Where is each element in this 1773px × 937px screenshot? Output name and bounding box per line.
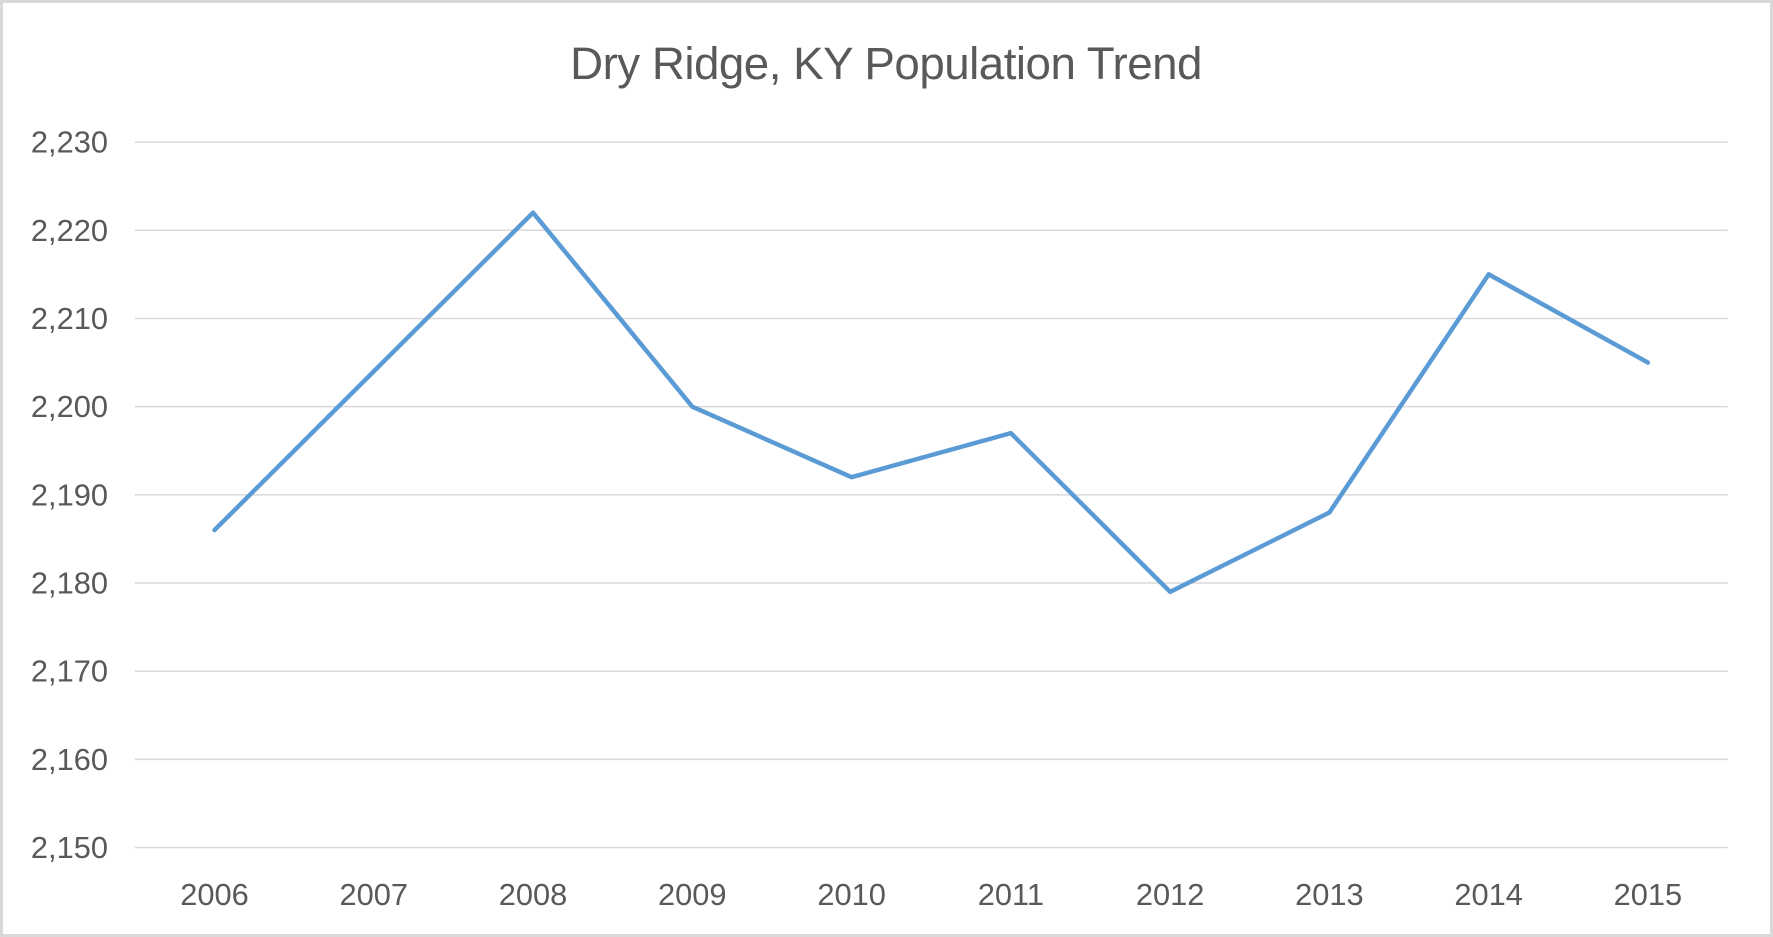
y-axis-tick-label: 2,190 bbox=[31, 477, 108, 512]
x-axis-category-label: 2014 bbox=[1454, 877, 1523, 912]
x-axis-labels: 2006 2007 2008 2009 2010 2011 2012 2013 2014 2015 bbox=[180, 877, 1682, 912]
gridlines bbox=[134, 141, 1728, 849]
population-trend-line bbox=[212, 210, 1651, 595]
y-axis-tick-label: 2,160 bbox=[31, 742, 108, 777]
y-axis-tick-label: 2,220 bbox=[31, 213, 108, 248]
y-axis-tick-label: 2,230 bbox=[31, 125, 108, 160]
x-axis-category-label: 2006 bbox=[180, 877, 249, 912]
x-axis-category-label: 2007 bbox=[339, 877, 408, 912]
x-axis-category-label: 2012 bbox=[1136, 877, 1205, 912]
y-axis-tick-label: 2,150 bbox=[31, 830, 108, 865]
y-axis-tick-label: 2,170 bbox=[31, 654, 108, 689]
x-axis-category-label: 2010 bbox=[817, 877, 886, 912]
series-group bbox=[212, 210, 1651, 595]
y-axis-tick-label: 2,210 bbox=[31, 301, 108, 336]
y-axis-tick-label: 2,180 bbox=[31, 566, 108, 601]
y-axis-labels: 2,230 2,220 2,210 2,200 2,190 2,180 2,170 2,160… bbox=[31, 125, 108, 865]
x-axis-category-label: 2009 bbox=[658, 877, 727, 912]
chart-title: Dry Ridge, KY Population Trend bbox=[570, 38, 1202, 89]
x-axis-category-label: 2008 bbox=[499, 877, 568, 912]
x-axis-category-label: 2011 bbox=[978, 877, 1044, 912]
x-axis-category-label: 2013 bbox=[1295, 877, 1364, 912]
line-chart: Dry Ridge, KY Population Trend 2,230 2,22… bbox=[31, 38, 1728, 912]
x-axis-category-label: 2015 bbox=[1614, 877, 1683, 912]
y-axis-tick-label: 2,200 bbox=[31, 389, 108, 424]
